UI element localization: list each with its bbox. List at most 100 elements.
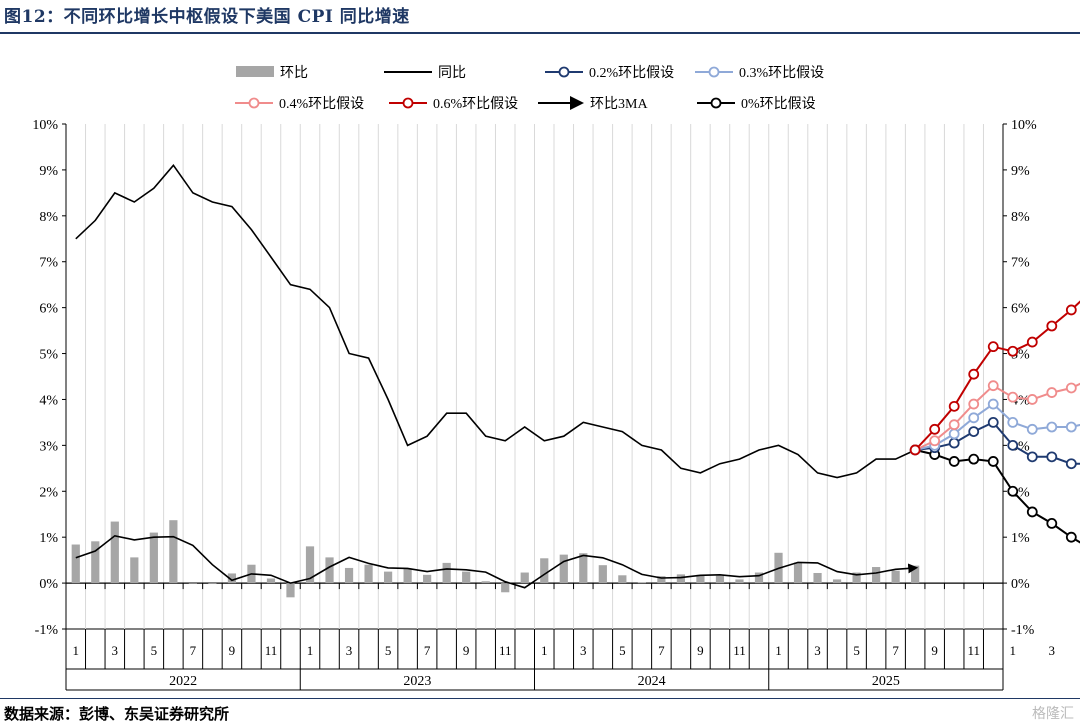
s06-scenario-point bbox=[968, 368, 980, 380]
legend-label: 环比 bbox=[280, 65, 308, 81]
x-month-label: 3 bbox=[580, 643, 587, 658]
mom-bar bbox=[286, 583, 295, 598]
s06-scenario-point bbox=[909, 444, 921, 456]
mom-bar bbox=[364, 564, 373, 584]
x-month-label: 5 bbox=[853, 643, 860, 658]
y-tick-label-left: 2% bbox=[39, 485, 58, 500]
mom-bar bbox=[637, 582, 646, 584]
s03-scenario-point bbox=[1046, 421, 1058, 433]
legend-marker-s00 bbox=[710, 97, 722, 109]
x-month-label: 11 bbox=[265, 643, 278, 658]
mom-bar bbox=[344, 567, 354, 584]
s00-scenario-point bbox=[968, 453, 980, 465]
chart-title: 图12：不同环比增长中枢假设下美国 CPI 同比增速 bbox=[4, 7, 410, 27]
s00-scenario-point bbox=[948, 456, 960, 467]
legend-swatch-mom bbox=[236, 66, 274, 77]
s06-scenario-point bbox=[929, 423, 941, 435]
legend-marker-s02 bbox=[558, 66, 570, 78]
y-tick-label-left: 9% bbox=[39, 164, 58, 179]
x-month-label: 5 bbox=[385, 643, 392, 658]
x-month-label: 9 bbox=[931, 643, 938, 658]
mom-bar bbox=[911, 565, 920, 584]
legend-marker-s03 bbox=[708, 66, 720, 78]
y-tick-label-right: 9% bbox=[1011, 164, 1030, 179]
legend-label: 同比 bbox=[438, 65, 466, 81]
y-tick-label-right: 0% bbox=[1011, 577, 1030, 592]
y-tick-label-left: 10% bbox=[32, 118, 58, 133]
x-month-label: 3 bbox=[1049, 643, 1056, 658]
mom-bar bbox=[481, 581, 490, 584]
s02-scenario-point bbox=[948, 437, 960, 449]
s02-scenario-point bbox=[1007, 439, 1019, 451]
legend-marker-s04 bbox=[248, 97, 260, 109]
x-month-label: 5 bbox=[151, 643, 158, 658]
y-tick-label-right: 6% bbox=[1011, 302, 1030, 317]
mom3ma-line bbox=[75, 534, 919, 589]
mom-bar bbox=[696, 574, 705, 584]
x-year-label: 2025 bbox=[872, 674, 900, 689]
y-tick-label-left: 6% bbox=[39, 302, 58, 317]
y-tick-label-right: 8% bbox=[1011, 210, 1030, 225]
source-note: 数据来源：彭博、东吴证券研究所 bbox=[4, 705, 230, 723]
mom-bar bbox=[403, 568, 412, 584]
mom-bar bbox=[208, 583, 217, 585]
x-month-label: 3 bbox=[112, 643, 119, 658]
x-month-label: 3 bbox=[814, 643, 821, 658]
chart-svg: -1% -1%0% 0%1% 1%2% 2%3% 3%4% 4%5% 5%6% 6%7% 7%8%… bbox=[32, 65, 1080, 691]
x-month-label: 11 bbox=[967, 643, 980, 658]
mom-bar bbox=[423, 574, 432, 584]
legend-label: 0.6%环比假设 bbox=[433, 96, 518, 112]
x-month-label: 1 bbox=[307, 643, 314, 658]
mom-bar bbox=[579, 553, 588, 584]
y-tick-label-left: 1% bbox=[39, 531, 58, 546]
y-tick-label-left: 7% bbox=[39, 256, 58, 271]
s00-scenario-point bbox=[1065, 531, 1077, 543]
s04-scenario-point bbox=[987, 380, 999, 392]
s04-scenario-point bbox=[968, 398, 980, 410]
y-tick-label-left: 4% bbox=[39, 393, 58, 408]
mom-bar bbox=[891, 570, 900, 584]
s02-scenario-point bbox=[968, 426, 980, 437]
mom-bar bbox=[188, 583, 197, 584]
x-month-label: 5 bbox=[619, 643, 626, 658]
mom-bar bbox=[442, 562, 451, 584]
mom-bar bbox=[832, 579, 842, 584]
x-month-label: 7 bbox=[658, 643, 665, 658]
mom-bar bbox=[305, 546, 315, 584]
x-year-label: 2024 bbox=[638, 674, 666, 689]
y-tick-label-left: 0% bbox=[39, 577, 58, 592]
mom-bar bbox=[676, 574, 686, 584]
mom-bar bbox=[657, 576, 666, 584]
mom-bar bbox=[501, 583, 510, 593]
s02-scenario-point bbox=[1046, 451, 1058, 463]
mom-bar bbox=[618, 575, 627, 584]
legend-label: 0%环比假设 bbox=[741, 96, 816, 112]
s03-scenario-point bbox=[948, 428, 960, 440]
y-tick-label-left: 3% bbox=[39, 439, 58, 454]
legend-label: 环比3MA bbox=[590, 96, 648, 112]
x-month-label: 9 bbox=[229, 643, 236, 658]
s04-scenario-point bbox=[1007, 391, 1019, 403]
s04-scenario-point bbox=[1026, 394, 1038, 405]
y-tick-label-right: 10% bbox=[1011, 118, 1037, 133]
x-month-label: 11 bbox=[733, 643, 746, 658]
x-month-label: 1 bbox=[775, 643, 782, 658]
s02-scenario-point bbox=[1065, 458, 1077, 470]
s06-scenario-point bbox=[987, 341, 999, 353]
s06-scenario-point bbox=[1065, 304, 1077, 316]
y-tick-label-right: 1% bbox=[1011, 531, 1030, 546]
s06-scenario-point bbox=[1026, 336, 1038, 348]
legend-label: 0.4%环比假设 bbox=[279, 96, 364, 112]
mom-bar bbox=[598, 565, 607, 584]
mom-bar bbox=[91, 541, 100, 584]
s03-scenario-point bbox=[1065, 421, 1077, 433]
y-tick-label-left: -1% bbox=[35, 623, 59, 638]
s00-scenario-line bbox=[914, 449, 1080, 544]
mom-bar bbox=[793, 562, 803, 584]
mom-bar bbox=[872, 567, 881, 584]
x-month-label: 1 bbox=[1010, 643, 1017, 658]
s00-scenario-point bbox=[987, 456, 999, 467]
s06-scenario-point bbox=[1046, 320, 1058, 332]
mom-bar bbox=[715, 575, 725, 584]
x-month-label: 1 bbox=[541, 643, 548, 658]
